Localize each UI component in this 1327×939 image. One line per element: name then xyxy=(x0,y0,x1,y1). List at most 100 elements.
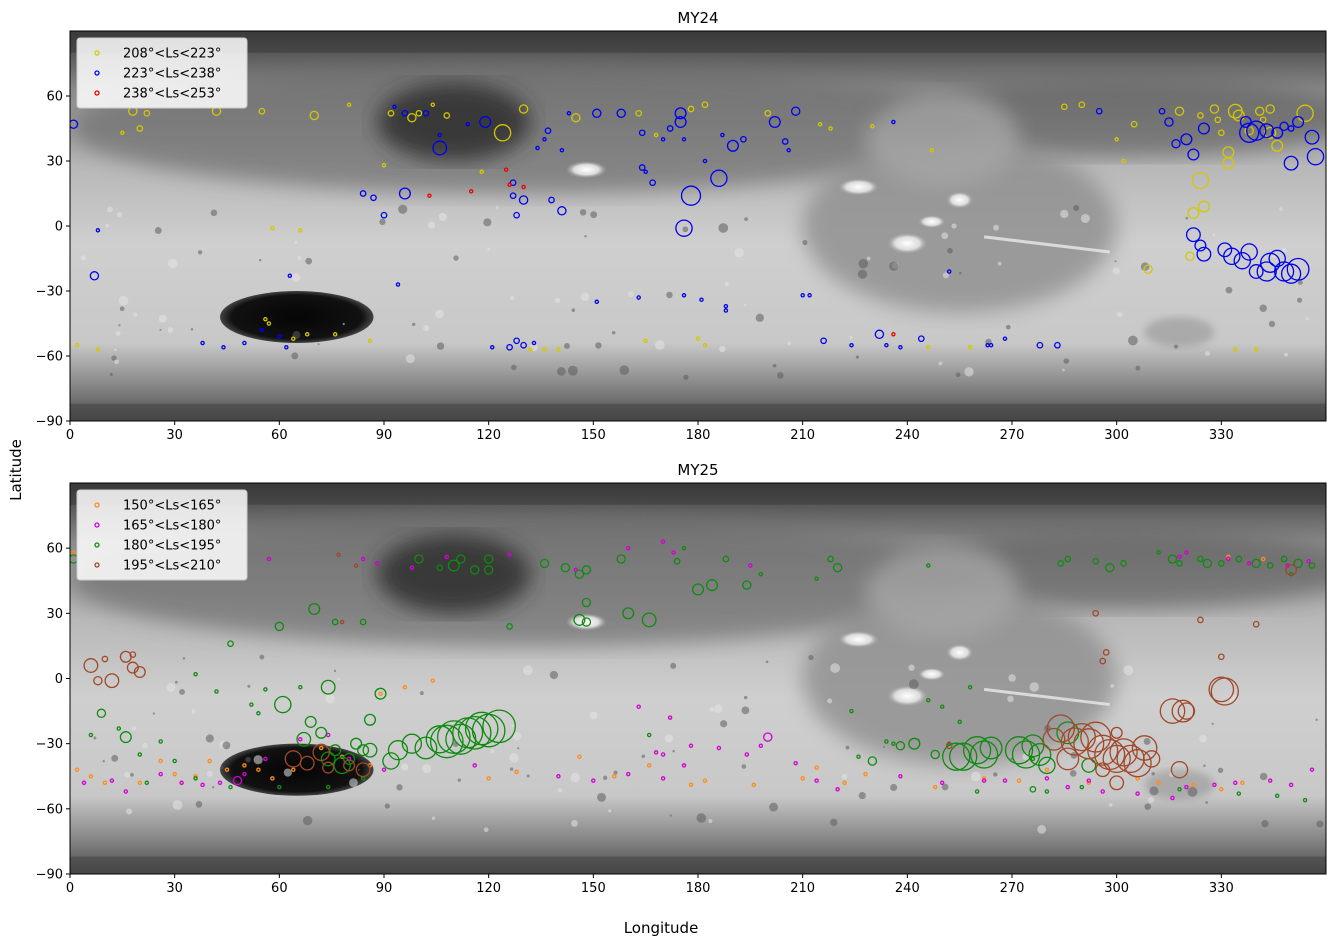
data-point xyxy=(1236,791,1242,796)
basemap-crater xyxy=(719,345,726,353)
basemap xyxy=(70,483,1326,874)
data-point xyxy=(832,562,843,573)
basemap-crater xyxy=(166,682,176,692)
data-point xyxy=(70,119,79,129)
basemap-crater xyxy=(590,211,598,219)
y-tick-label: −30 xyxy=(36,737,63,752)
data-point xyxy=(660,137,666,142)
basemap-crater xyxy=(422,764,432,774)
basemap-crater xyxy=(1123,665,1134,676)
data-point xyxy=(277,784,282,790)
basemap-crater xyxy=(802,239,808,246)
basemap-crater xyxy=(1008,674,1016,682)
data-point xyxy=(436,564,444,572)
legend-label: 238°<Ls<253° xyxy=(123,87,221,102)
data-point xyxy=(688,743,694,749)
data-point xyxy=(884,739,889,744)
data-point xyxy=(415,109,423,117)
basemap-crater xyxy=(641,754,646,759)
data-point xyxy=(119,731,132,744)
data-point xyxy=(120,130,125,136)
basemap-crater xyxy=(317,343,320,346)
data-point xyxy=(258,107,266,115)
data-point xyxy=(1223,247,1241,266)
data-point xyxy=(1259,123,1275,139)
data-point xyxy=(71,550,76,555)
basemap-crater xyxy=(1005,324,1011,330)
data-point xyxy=(1187,206,1200,220)
data-point xyxy=(681,137,687,142)
basemap-crater xyxy=(584,235,587,238)
x-tick-label: 0 xyxy=(66,428,74,443)
data-point xyxy=(1164,117,1174,127)
basemap-crater xyxy=(941,232,949,240)
data-point xyxy=(482,709,516,744)
data-point xyxy=(1131,735,1158,761)
basemap-crater xyxy=(993,224,1000,231)
basemap-crater xyxy=(1135,365,1141,371)
x-tick-label: 30 xyxy=(166,428,183,443)
data-point xyxy=(557,206,567,216)
basemap-crater xyxy=(259,654,265,660)
data-point xyxy=(681,545,687,551)
data-point xyxy=(763,732,773,742)
data-point xyxy=(249,702,254,707)
basemap-crater xyxy=(291,273,301,282)
data-point xyxy=(827,555,834,563)
legend-label: 165°<Ls<180° xyxy=(123,519,221,534)
data-point xyxy=(849,342,854,348)
data-point xyxy=(695,336,701,341)
data-point xyxy=(1099,657,1107,665)
x-tick-label: 240 xyxy=(895,428,920,443)
data-point xyxy=(1226,556,1231,562)
data-point xyxy=(828,126,833,131)
basemap-volcano-peak xyxy=(886,685,929,707)
data-point xyxy=(674,107,687,120)
basemap-crater xyxy=(167,327,174,333)
basemap-crater xyxy=(423,325,430,332)
basemap-crater xyxy=(1212,233,1216,237)
basemap-crater xyxy=(431,816,436,820)
data-point xyxy=(1208,676,1235,703)
data-point xyxy=(395,282,401,287)
x-tick-label: 210 xyxy=(790,881,815,896)
data-point xyxy=(137,752,143,757)
data-point xyxy=(521,184,526,190)
data-point xyxy=(1226,554,1231,560)
data-point xyxy=(566,111,572,116)
basemap-crater xyxy=(1127,335,1138,346)
data-point xyxy=(1287,125,1295,132)
data-point xyxy=(1306,147,1325,166)
data-point xyxy=(979,736,1003,760)
data-point xyxy=(1079,784,1085,790)
data-point xyxy=(974,789,980,794)
data-point xyxy=(528,347,533,352)
basemap-crater xyxy=(1080,213,1090,223)
data-point xyxy=(136,125,144,132)
y-tick-label: 30 xyxy=(46,607,63,622)
basemap-crater xyxy=(830,818,838,827)
data-point xyxy=(360,556,366,562)
data-point xyxy=(1259,116,1267,124)
basemap-crater xyxy=(1143,738,1151,745)
data-point xyxy=(325,784,331,790)
basemap-crater xyxy=(132,726,137,731)
basemap-crater xyxy=(325,693,335,704)
data-point xyxy=(370,194,377,202)
data-point xyxy=(1056,747,1080,771)
data-point xyxy=(660,776,666,781)
data-point xyxy=(1197,616,1204,624)
data-point xyxy=(172,771,177,777)
data-point xyxy=(217,780,223,786)
basemap-crater xyxy=(579,209,587,216)
data-point xyxy=(716,745,722,751)
legend-box xyxy=(76,37,248,109)
data-point xyxy=(699,297,704,302)
data-point xyxy=(930,749,940,760)
data-point xyxy=(1268,249,1286,268)
basemap-crater xyxy=(1073,205,1080,211)
basemap-crater xyxy=(172,800,183,810)
data-point xyxy=(343,759,356,772)
data-point xyxy=(1254,106,1265,116)
x-tick-label: 150 xyxy=(581,881,606,896)
